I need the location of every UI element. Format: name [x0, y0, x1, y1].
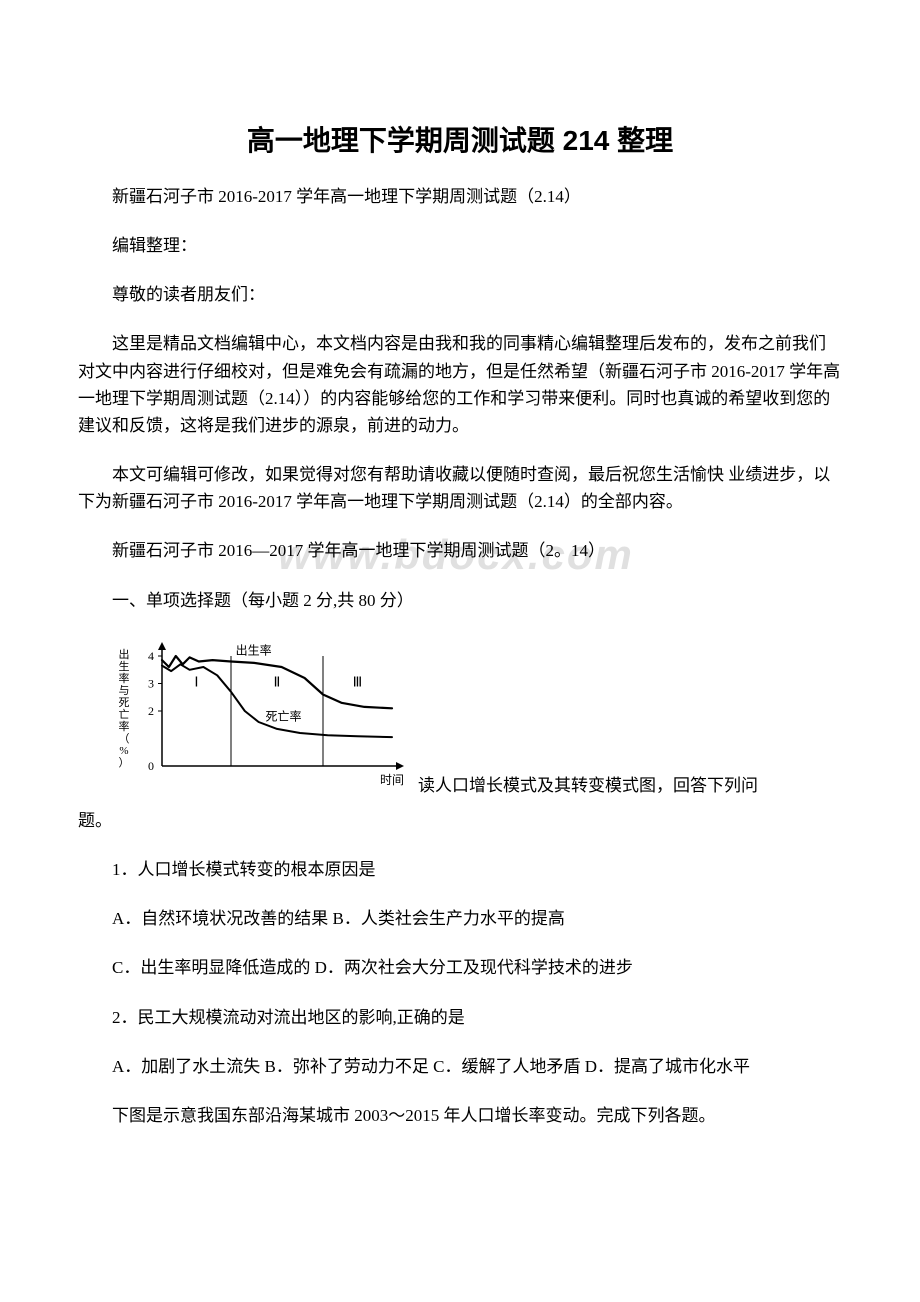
document-title: 高一地理下学期周测试题 214 整理 — [78, 119, 842, 159]
svg-text:Ⅲ: Ⅲ — [353, 675, 363, 690]
chart-row: 0234ⅠⅡⅢ出生率死亡率出生率与死亡率（%）时间 读人口增长模式及其转变模式图… — [78, 636, 842, 801]
svg-text:亡: 亡 — [119, 707, 130, 721]
population-chart: 0234ⅠⅡⅢ出生率死亡率出生率与死亡率（%）时间 — [112, 636, 412, 801]
svg-text:出: 出 — [119, 647, 130, 661]
svg-text:Ⅰ: Ⅰ — [194, 675, 198, 690]
svg-text:时间: 时间 — [380, 773, 404, 787]
svg-text:3: 3 — [148, 676, 154, 690]
chart-caption-line1: 读人口增长模式及其转变模式图，回答下列问 — [418, 772, 758, 801]
svg-text:死亡率: 死亡率 — [266, 708, 302, 723]
svg-text:0: 0 — [148, 759, 154, 773]
question-3-intro: 下图是示意我国东部沿海某城市 2003～2015 年人口增长率变动。完成下列各题… — [78, 1102, 842, 1129]
editor-label: 编辑整理： — [78, 232, 842, 259]
svg-text:率: 率 — [119, 719, 130, 733]
svg-text:与: 与 — [119, 684, 130, 697]
svg-text:生: 生 — [119, 659, 130, 673]
intro-paragraph-1: 这里是精品文档编辑中心，本文档内容是由我和我的同事精心编辑整理后发布的，发布之前… — [78, 330, 842, 439]
document-page: 高一地理下学期周测试题 214 整理 新疆石河子市 2016-2017 学年高一… — [0, 0, 920, 1211]
svg-text:2: 2 — [148, 704, 154, 718]
svg-text:率: 率 — [119, 671, 130, 685]
svg-text:出生率: 出生率 — [236, 642, 272, 657]
svg-text:%: % — [119, 745, 128, 757]
svg-text:Ⅱ: Ⅱ — [274, 675, 281, 690]
exam-header: 新疆石河子市 2016—2017 学年高一地理下学期周测试题（2。14） — [78, 537, 842, 564]
question-1-options-cd: C．出生率明显降低造成的 D．两次社会大分工及现代科学技术的进步 — [78, 954, 842, 981]
population-chart-svg: 0234ⅠⅡⅢ出生率死亡率出生率与死亡率（%）时间 — [112, 636, 412, 796]
svg-text:4: 4 — [148, 649, 154, 663]
svg-text:（: （ — [119, 732, 130, 745]
question-1-options-ab: A．自然环境状况改善的结果 B．人类社会生产力水平的提高 — [78, 905, 842, 932]
svg-text:死: 死 — [119, 697, 130, 709]
question-2-options: A．加剧了水土流失 B．弥补了劳动力不足 C．缓解了人地矛盾 D．提高了城市化水… — [78, 1053, 842, 1080]
chart-caption-line2: 题。 — [78, 807, 842, 834]
section-1-header: 一、单项选择题（每小题 2 分,共 80 分） — [78, 587, 842, 614]
question-2: 2．民工大规模流动对流出地区的影响,正确的是 — [78, 1004, 842, 1031]
question-1: 1．人口增长模式转变的根本原因是 — [78, 856, 842, 883]
svg-text:）: ） — [119, 756, 130, 769]
subtitle-line: 新疆石河子市 2016-2017 学年高一地理下学期周测试题（2.14） — [78, 183, 842, 210]
greeting: 尊敬的读者朋友们： — [78, 281, 842, 308]
intro-paragraph-2: 本文可编辑可修改，如果觉得对您有帮助请收藏以便随时查阅，最后祝您生活愉快 业绩进… — [78, 461, 842, 515]
